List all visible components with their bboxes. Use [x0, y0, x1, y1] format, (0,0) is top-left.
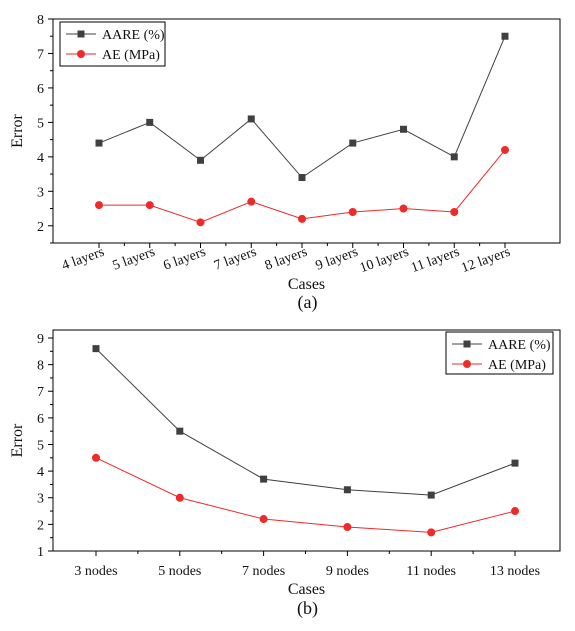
data-point-aare	[146, 118, 154, 126]
x-tick-label: 4 layers	[60, 245, 106, 274]
y-axis-title: Error	[9, 113, 26, 147]
data-point-ae	[450, 207, 459, 216]
legend: AARE (%) AE (MPa)	[445, 331, 554, 375]
data-point-ae	[175, 493, 184, 502]
y-tick-label: 4	[37, 465, 44, 480]
data-point-aare	[95, 139, 103, 147]
x-tick-label: 3 nodes	[74, 564, 117, 579]
series-line-ae	[95, 457, 516, 533]
x-tick-label: 11 layers	[409, 245, 462, 276]
plot-frame	[52, 329, 561, 552]
x-axis-title: Cases	[288, 276, 325, 293]
data-point-ae	[95, 201, 103, 210]
data-point-aare	[343, 486, 351, 494]
panel-label: (a)	[298, 292, 318, 313]
data-point-aare	[501, 32, 509, 40]
x-tick-label: 9 nodes	[326, 564, 369, 579]
y-tick-label: 7	[37, 47, 44, 62]
data-point-aare	[450, 153, 458, 161]
y-tick-label: 4	[37, 151, 44, 166]
legend-label: AARE (%)	[488, 338, 551, 353]
x-tick-label: 9 layers	[314, 245, 360, 274]
series-line-ae	[99, 149, 506, 223]
data-point-ae	[92, 453, 100, 462]
data-point-ae	[501, 145, 509, 154]
y-tick-label: 3	[37, 492, 44, 507]
data-point-aare	[176, 427, 184, 435]
legend: AARE (%) AE (MPa)	[59, 21, 166, 67]
x-tick-label: 5 nodes	[158, 564, 201, 579]
legend-label: AARE (%)	[102, 28, 165, 43]
x-tick-label: 6 layers	[161, 245, 207, 274]
x-axis-title: Cases	[288, 581, 325, 598]
data-point-ae	[247, 197, 256, 206]
y-tick-label: 5	[37, 438, 44, 453]
y-tick-label: 1	[37, 545, 44, 560]
legend-box	[59, 21, 166, 67]
data-point-aare	[511, 459, 519, 467]
data-point-aare	[427, 491, 435, 499]
data-point-aare	[92, 345, 100, 353]
y-tick-label: 6	[37, 412, 44, 427]
data-point-aare	[298, 174, 306, 182]
y-tick-label: 2	[37, 220, 44, 235]
data-point-aare	[400, 125, 407, 133]
data-point-ae	[348, 207, 357, 216]
legend-marker	[77, 50, 85, 58]
x-tick-label: 7 nodes	[242, 564, 285, 579]
legend-marker	[463, 360, 471, 368]
data-point-aare	[197, 156, 204, 164]
y-axis-title: Error	[9, 423, 26, 457]
legend-label: AE (MPa)	[102, 48, 160, 63]
y-tick-label: 9	[37, 332, 44, 347]
data-point-ae	[259, 515, 268, 524]
y-tick-label: 2	[37, 518, 44, 533]
data-point-ae	[399, 204, 408, 213]
y-tick-label: 8	[37, 13, 44, 28]
x-tick-label: 11 nodes	[406, 564, 456, 579]
x-tick-label: 10 layers	[358, 245, 411, 277]
panel-label: (b)	[297, 598, 318, 619]
data-point-aare	[260, 475, 268, 483]
chart-panel-a: 2 3 4 5 6 7 8 4 layers 5 layers 6 layers 7 layers 8…	[9, 13, 561, 313]
data-point-aare	[349, 139, 357, 147]
data-point-ae	[145, 201, 154, 210]
x-tick-label: 13 nodes	[490, 564, 540, 579]
y-tick-label: 8	[37, 359, 44, 374]
x-tick-label: 5 layers	[111, 245, 157, 274]
x-tick-label: 7 layers	[212, 245, 258, 274]
legend-marker	[463, 340, 471, 348]
legend-marker	[77, 30, 85, 38]
y-tick-label: 5	[37, 116, 44, 131]
y-tick-label: 3	[37, 185, 44, 200]
legend-label: AE (MPa)	[488, 358, 546, 373]
series-line-aare	[95, 348, 516, 496]
chart-panel-b: 1 2 3 4 5 6 7 8 9 3 nodes 5 nodes 7 nodes 9 nodes 11 …	[9, 329, 561, 619]
data-point-ae	[427, 528, 436, 537]
data-point-ae	[511, 507, 519, 516]
x-tick-label: 8 layers	[263, 245, 309, 274]
y-tick-label: 7	[37, 385, 44, 400]
data-point-ae	[343, 523, 352, 532]
x-tick-label: 12 layers	[459, 245, 512, 277]
data-point-ae	[298, 214, 306, 223]
data-point-aare	[247, 115, 255, 123]
legend-box	[445, 331, 554, 375]
data-point-ae	[196, 218, 205, 227]
plot-frame	[52, 18, 561, 244]
y-tick-label: 6	[37, 82, 44, 97]
